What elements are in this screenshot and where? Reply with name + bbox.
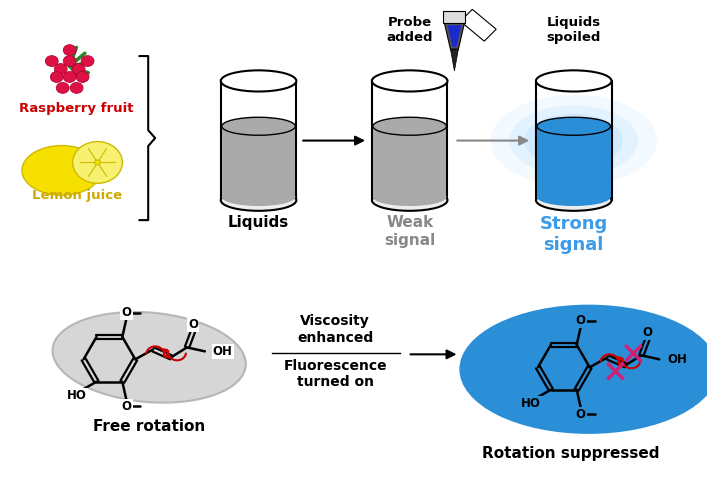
Ellipse shape bbox=[70, 82, 83, 94]
Ellipse shape bbox=[63, 71, 76, 82]
Bar bbox=[373, 126, 447, 197]
Ellipse shape bbox=[373, 117, 447, 135]
Ellipse shape bbox=[459, 305, 709, 434]
Ellipse shape bbox=[50, 71, 63, 82]
Text: O: O bbox=[642, 326, 652, 339]
Bar bbox=[537, 126, 610, 197]
Ellipse shape bbox=[525, 114, 623, 168]
Polygon shape bbox=[460, 9, 496, 41]
Text: Probe
added: Probe added bbox=[386, 16, 433, 44]
Ellipse shape bbox=[372, 189, 447, 211]
Text: Free rotation: Free rotation bbox=[93, 419, 206, 434]
Ellipse shape bbox=[63, 45, 76, 55]
Ellipse shape bbox=[536, 70, 611, 92]
Ellipse shape bbox=[220, 70, 296, 92]
Ellipse shape bbox=[510, 105, 638, 176]
Ellipse shape bbox=[373, 188, 447, 206]
Ellipse shape bbox=[55, 64, 67, 74]
Ellipse shape bbox=[524, 309, 643, 369]
Text: Liquids
spoiled: Liquids spoiled bbox=[547, 16, 601, 44]
Ellipse shape bbox=[52, 312, 246, 402]
Text: Viscosity
enhanced: Viscosity enhanced bbox=[297, 314, 373, 345]
Text: Fluorescence
turned on: Fluorescence turned on bbox=[284, 359, 387, 389]
Ellipse shape bbox=[372, 70, 447, 92]
Ellipse shape bbox=[22, 146, 101, 195]
Ellipse shape bbox=[72, 64, 85, 74]
Ellipse shape bbox=[222, 188, 296, 206]
Ellipse shape bbox=[479, 320, 608, 415]
Text: O: O bbox=[121, 306, 131, 319]
Polygon shape bbox=[450, 49, 459, 71]
Text: OH: OH bbox=[213, 345, 233, 358]
Ellipse shape bbox=[45, 55, 58, 67]
Text: Weak
signal: Weak signal bbox=[384, 215, 435, 248]
Ellipse shape bbox=[76, 71, 89, 82]
Bar bbox=[222, 126, 296, 197]
Text: O: O bbox=[576, 408, 586, 421]
Ellipse shape bbox=[56, 82, 69, 94]
Text: HO: HO bbox=[67, 389, 86, 402]
Text: OH: OH bbox=[667, 353, 687, 366]
Ellipse shape bbox=[63, 55, 76, 67]
Text: Lemon juice: Lemon juice bbox=[31, 189, 122, 202]
Text: O: O bbox=[121, 400, 131, 413]
Ellipse shape bbox=[222, 117, 296, 135]
Ellipse shape bbox=[81, 55, 94, 67]
Ellipse shape bbox=[220, 189, 296, 211]
Text: Strong
signal: Strong signal bbox=[540, 215, 608, 254]
Text: Liquids: Liquids bbox=[228, 215, 289, 230]
Ellipse shape bbox=[491, 95, 657, 187]
Polygon shape bbox=[445, 23, 464, 49]
Text: O: O bbox=[188, 318, 198, 331]
Ellipse shape bbox=[537, 117, 610, 135]
Text: Rotation suppressed: Rotation suppressed bbox=[482, 446, 659, 461]
Ellipse shape bbox=[536, 189, 611, 211]
Text: Raspberry fruit: Raspberry fruit bbox=[19, 102, 134, 115]
Polygon shape bbox=[444, 12, 465, 23]
Polygon shape bbox=[447, 25, 462, 47]
Ellipse shape bbox=[94, 160, 101, 165]
Ellipse shape bbox=[524, 365, 643, 425]
Ellipse shape bbox=[537, 188, 610, 206]
Text: HO: HO bbox=[521, 397, 541, 410]
Ellipse shape bbox=[72, 142, 123, 183]
Text: O: O bbox=[576, 313, 586, 326]
